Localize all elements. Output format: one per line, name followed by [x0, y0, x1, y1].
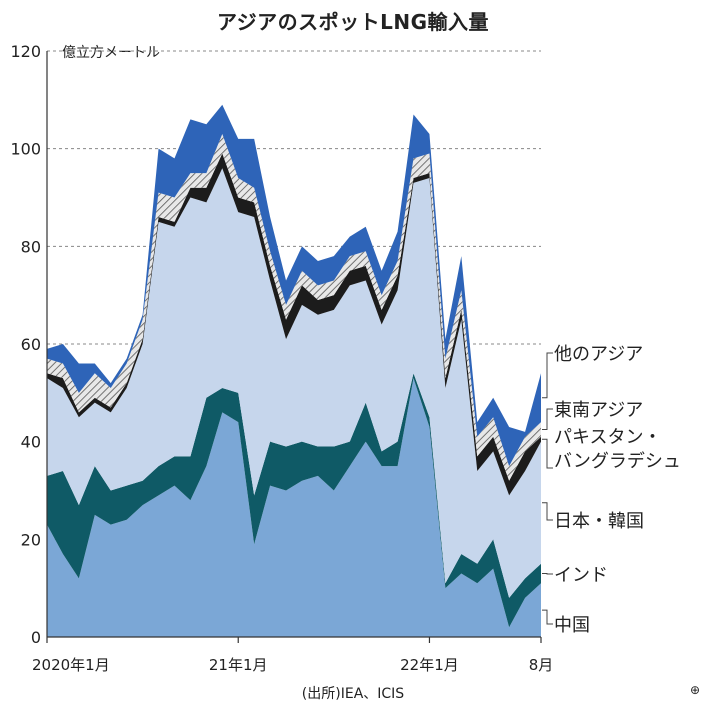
- chart-title: アジアのスポットLNG輸入量: [216, 10, 490, 34]
- area-series-4: [47, 134, 541, 481]
- x-tick-label: 2020年1月: [32, 656, 110, 674]
- series-label: パキスタン・バングラデシュ: [554, 427, 681, 472]
- area-series-2: [47, 168, 541, 598]
- series-label: 東南アジア: [554, 400, 643, 421]
- area-series-0: [47, 378, 541, 637]
- y-tick-label: 40: [21, 433, 41, 452]
- leader-line: [542, 438, 553, 469]
- y-tick-label: 60: [21, 335, 41, 354]
- y-tick-label: 100: [10, 140, 41, 159]
- series-label: 他のアジア: [554, 344, 643, 365]
- area-series-1: [47, 373, 541, 628]
- y-tick-label: 80: [21, 237, 41, 256]
- x-tick-label: 8月: [529, 656, 554, 674]
- leader-line: [542, 352, 553, 399]
- leader-line: [542, 609, 553, 625]
- x-tick-label: 22年1月: [400, 656, 459, 674]
- y-tick-label: 20: [21, 530, 41, 549]
- leader-line: [542, 502, 553, 521]
- y-tick-label: 120: [10, 42, 41, 61]
- series-label: 日本・韓国: [554, 511, 644, 532]
- publisher-mark: ⊕: [690, 683, 701, 697]
- source-note: (出所)IEA、ICIS: [301, 686, 405, 702]
- series-label: インド: [554, 565, 608, 586]
- leader-line: [542, 408, 553, 430]
- x-tick-label: 21年1月: [209, 656, 268, 674]
- y-tick-label: 0: [31, 628, 41, 647]
- y-axis-unit: 億立方メートル: [62, 45, 160, 61]
- area-series-5: [47, 104, 541, 467]
- series-label: 中国: [554, 615, 590, 636]
